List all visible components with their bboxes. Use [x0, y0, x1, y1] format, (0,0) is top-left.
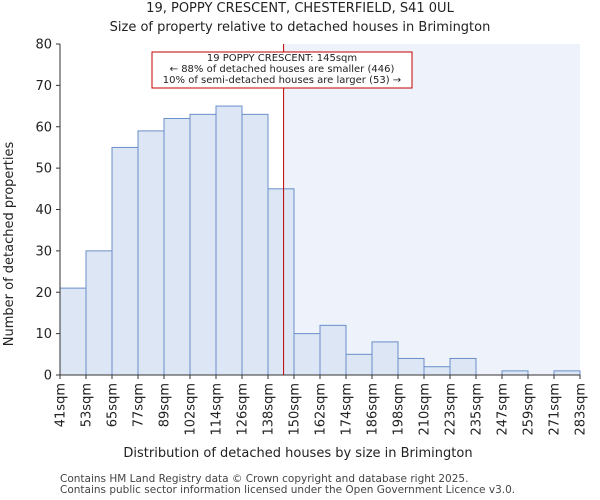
- x-tick-label: 53sqm: [80, 383, 95, 427]
- y-tick-label: 20: [35, 286, 52, 301]
- annotation-line-3: 10% of semi-detached houses are larger (…: [163, 75, 401, 86]
- annotation-line-1: 19 POPPY CRESCENT: 145sqm: [207, 53, 357, 64]
- bar-174sqm: [345, 353, 373, 376]
- x-tick-label: 114sqm: [210, 383, 225, 436]
- x-tick-label: 150sqm: [288, 383, 303, 436]
- footer-line-1: Contains HM Land Registry data © Crown c…: [60, 473, 469, 485]
- x-ticks: 41sqm 53sqm 65sqm 77sqm 89sqm 102sqm 114sqm 126…: [54, 375, 589, 436]
- y-axis-label: Number of detached properties: [2, 142, 17, 347]
- bar-41sqm: [59, 287, 87, 376]
- bar-210sqm: [423, 366, 451, 376]
- x-tick-label: 259sqm: [522, 383, 537, 436]
- bar-162sqm: [319, 324, 347, 376]
- x-tick-label: 186sqm: [366, 383, 381, 436]
- x-tick-label: 162sqm: [314, 383, 329, 436]
- x-tick-label: 210sqm: [418, 383, 433, 436]
- y-tick-label: 80: [35, 38, 52, 53]
- x-axis-label: Distribution of detached houses by size …: [123, 446, 472, 461]
- bar-53sqm: [85, 250, 113, 376]
- x-tick-label: 65sqm: [106, 383, 121, 427]
- bar-198sqm: [397, 357, 425, 376]
- footer-line-2: Contains public sector information licen…: [60, 484, 516, 496]
- annotation-line-2: ← 88% of detached houses are smaller (44…: [170, 64, 395, 75]
- bar-271sqm: [553, 370, 581, 376]
- bar-89sqm: [163, 117, 191, 376]
- y-ticks: 0 10 20 30 40 50 60 70 80: [35, 38, 60, 384]
- bar-138sqm: [267, 188, 295, 376]
- x-tick-label: 271sqm: [548, 383, 563, 436]
- bars: [59, 105, 581, 376]
- x-tick-label: 77sqm: [132, 383, 147, 427]
- x-tick-label: 283sqm: [574, 383, 589, 436]
- y-tick-label: 50: [35, 162, 52, 177]
- y-tick-label: 30: [35, 244, 52, 259]
- bar-126sqm: [241, 113, 269, 376]
- chart-subtitle: Size of property relative to detached ho…: [110, 20, 491, 35]
- highlight-region: [283, 44, 580, 375]
- bar-65sqm: [111, 146, 139, 376]
- y-tick-label: 40: [35, 203, 52, 218]
- annotation-frame: [151, 51, 413, 89]
- bar-77sqm: [137, 130, 165, 376]
- y-tick-label: 10: [35, 327, 52, 342]
- y-tick-label: 0: [44, 369, 52, 384]
- x-tick-label: 41sqm: [54, 383, 69, 427]
- highlight-fill: [283, 44, 580, 375]
- annotation-box: 19 POPPY CRESCENT: 145sqm ← 88% of detac…: [151, 51, 413, 89]
- bar-114sqm: [215, 105, 243, 376]
- x-tick-label: 126sqm: [236, 383, 251, 436]
- x-tick-label: 138sqm: [262, 383, 277, 436]
- x-tick-label: 235sqm: [470, 383, 485, 436]
- x-tick-label: 89sqm: [158, 383, 173, 427]
- x-tick-label: 247sqm: [496, 383, 511, 436]
- x-tick-label: 223sqm: [444, 383, 459, 436]
- x-tick-label: 102sqm: [184, 383, 199, 436]
- chart-title: 19, POPPY CRESCENT, CHESTERFIELD, S41 0U…: [146, 1, 454, 16]
- y-tick-label: 70: [35, 79, 52, 94]
- bar-186sqm: [371, 341, 399, 376]
- x-tick-label: 198sqm: [392, 383, 407, 436]
- y-tick-label: 60: [35, 120, 52, 135]
- bar-223sqm: [449, 357, 477, 376]
- x-tick-label: 174sqm: [340, 383, 355, 436]
- bar-102sqm: [189, 113, 217, 376]
- bar-247sqm: [501, 370, 529, 376]
- bar-150sqm: [293, 333, 321, 376]
